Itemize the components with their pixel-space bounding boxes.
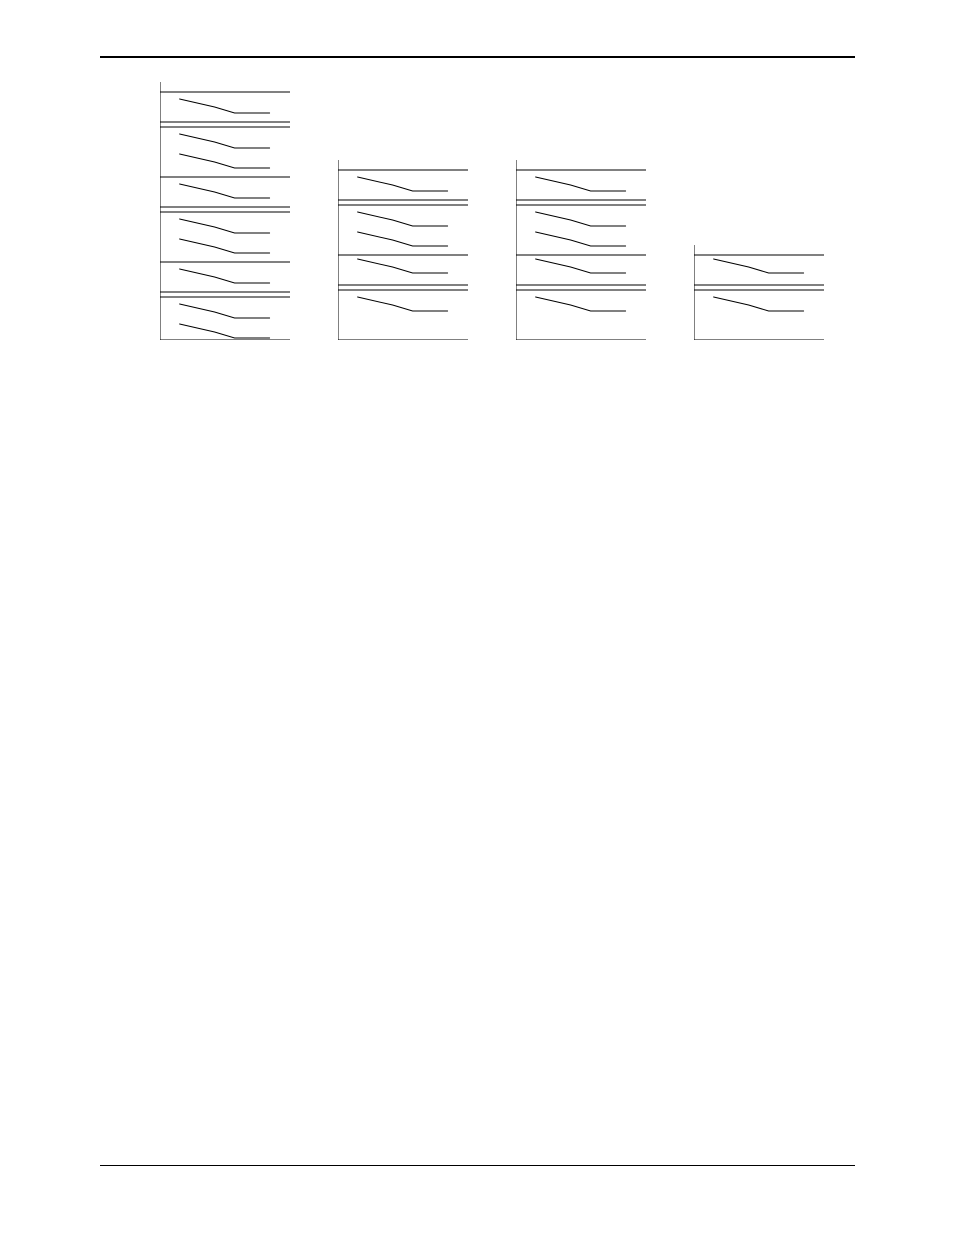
panel-4 (694, 245, 824, 340)
rule-bottom (100, 1165, 855, 1166)
rule-top (100, 56, 855, 58)
panel-1 (160, 82, 290, 340)
panel-2 (338, 160, 468, 340)
panel-3 (516, 160, 646, 340)
